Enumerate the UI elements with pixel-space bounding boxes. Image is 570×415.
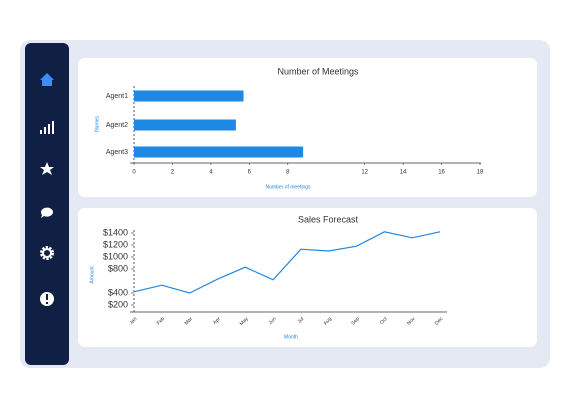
x-tick-label: Aug	[323, 316, 334, 327]
x-axis-label: Month	[284, 334, 298, 340]
y-tick-label: $200	[108, 299, 128, 309]
x-tick-label: May	[239, 316, 250, 327]
x-tick-label: Nov	[406, 316, 417, 327]
y-tick-label: Agent3	[106, 149, 128, 156]
x-tick-label: 14	[400, 170, 407, 176]
x-tick-label: 12	[361, 170, 368, 176]
x-tick-label: Jul	[296, 316, 305, 325]
y-tick-label: $400	[108, 287, 128, 297]
x-tick-label: Oct	[379, 316, 389, 326]
alert-icon[interactable]	[40, 292, 54, 306]
x-tick-label: Feb	[156, 316, 166, 326]
y-axis-label: Names	[94, 116, 100, 132]
sales-line	[133, 231, 441, 294]
y-axis-label: Amount	[89, 266, 95, 284]
bar	[134, 119, 236, 131]
y-tick-label: $800	[108, 263, 128, 273]
stats-icon[interactable]	[40, 121, 54, 134]
x-tick-label: Mar	[184, 316, 195, 327]
x-tick-label: 16	[438, 170, 445, 176]
chart-title: Sales Forecast	[298, 214, 359, 224]
x-tick-label: 6	[248, 170, 252, 176]
x-tick-label: Jan	[128, 316, 138, 326]
x-tick-label: 18	[477, 170, 484, 176]
x-tick-label: 8	[286, 170, 290, 176]
y-tick-label: Agent2	[106, 122, 128, 129]
x-tick-label: Jun	[268, 316, 278, 326]
x-tick-label: Dec	[434, 316, 445, 327]
x-tick-label: 2	[171, 170, 175, 176]
x-tick-label: 0	[132, 170, 136, 176]
settings-icon[interactable]	[40, 246, 54, 260]
y-tick-label: $1400	[103, 227, 128, 237]
home-icon[interactable]	[40, 73, 54, 86]
y-tick-label: $1200	[103, 239, 128, 249]
star-icon[interactable]	[40, 162, 54, 175]
bar	[134, 146, 304, 158]
sales-panel	[78, 208, 537, 347]
sidebar	[25, 43, 69, 365]
y-tick-label: Agent1	[106, 93, 128, 100]
chart-title: Number of Meetings	[277, 66, 359, 76]
chat-icon[interactable]	[40, 207, 53, 218]
x-tick-label: Sep	[350, 316, 361, 327]
x-tick-label: Apr	[212, 316, 222, 326]
x-axis-label: Number of meetings	[265, 184, 311, 190]
bar	[134, 90, 244, 102]
y-tick-label: $1000	[103, 251, 128, 261]
x-tick-label: 4	[209, 170, 213, 176]
